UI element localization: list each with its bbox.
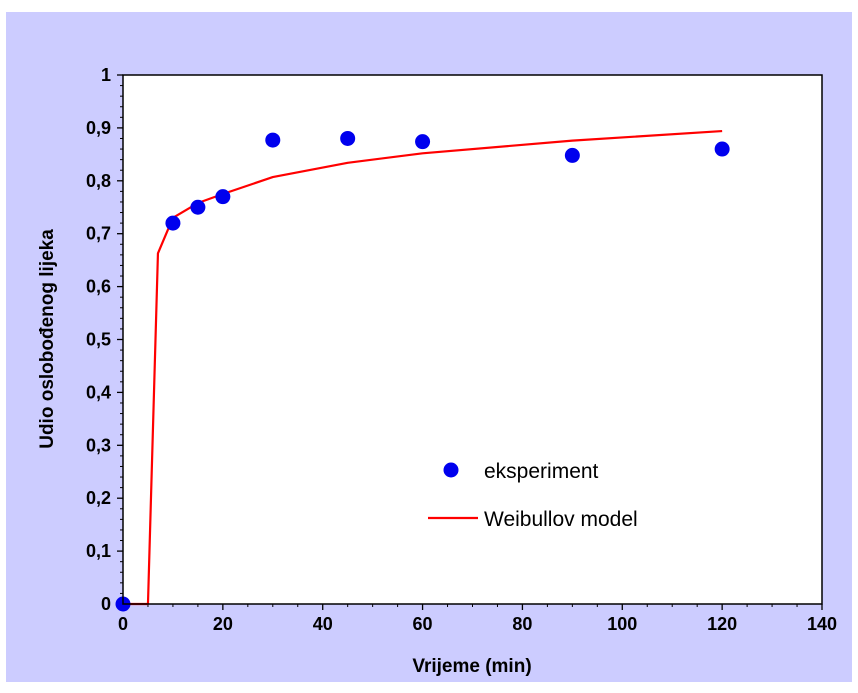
y-tick-label: 0,7 bbox=[86, 224, 111, 244]
y-tick-label: 0,3 bbox=[86, 435, 111, 455]
x-tick-label: 60 bbox=[413, 614, 433, 634]
x-axis-label: Vrijeme (min) bbox=[412, 656, 531, 677]
y-tick-label: 0,4 bbox=[86, 382, 111, 402]
legend-marker-eksperiment bbox=[443, 462, 459, 478]
data-point-eksperiment bbox=[215, 189, 231, 205]
x-tick-label: 120 bbox=[707, 614, 737, 634]
axes bbox=[122, 74, 823, 605]
x-tick-label: 20 bbox=[213, 614, 233, 634]
y-tick-label: 0,6 bbox=[86, 277, 111, 297]
x-tick-label: 40 bbox=[313, 614, 333, 634]
y-tick-label: 0 bbox=[101, 594, 111, 614]
x-tick-label: 0 bbox=[118, 614, 128, 634]
data-point-eksperiment bbox=[714, 141, 730, 157]
y-tick-label: 0,8 bbox=[86, 171, 111, 191]
x-tick-label: 140 bbox=[807, 614, 837, 634]
data-point-eksperiment bbox=[190, 199, 206, 215]
axis-tick-labels: 0 20 40 60 80 100 120 140 0 0,1 0,2 0,3 0,4 0,5 0,6 0,7… bbox=[86, 65, 837, 634]
y-tick-label: 0,5 bbox=[86, 330, 111, 350]
data-point-eksperiment bbox=[564, 147, 580, 163]
y-tick-label: 0,1 bbox=[86, 541, 111, 561]
data-series bbox=[115, 129, 730, 612]
data-point-eksperiment bbox=[165, 215, 181, 231]
data-point-eksperiment bbox=[340, 130, 356, 146]
data-point-eksperiment bbox=[415, 134, 431, 150]
x-tick-label: 80 bbox=[512, 614, 532, 634]
y-tick-label: 0,2 bbox=[86, 488, 111, 508]
x-tick-label: 100 bbox=[607, 614, 637, 634]
legend-label-eksperiment: eksperiment bbox=[484, 460, 599, 483]
legend: eksperiment Weibullov model bbox=[428, 460, 638, 531]
y-tick-label: 1 bbox=[101, 65, 111, 85]
legend-label-weibullov-model: Weibullov model bbox=[484, 508, 638, 531]
y-axis-label: Udio oslobođenog lijeka bbox=[37, 229, 58, 449]
data-point-eksperiment bbox=[265, 132, 281, 148]
y-tick-label: 0,9 bbox=[86, 118, 111, 138]
plot-border bbox=[122, 74, 823, 605]
plot-area bbox=[123, 75, 822, 604]
